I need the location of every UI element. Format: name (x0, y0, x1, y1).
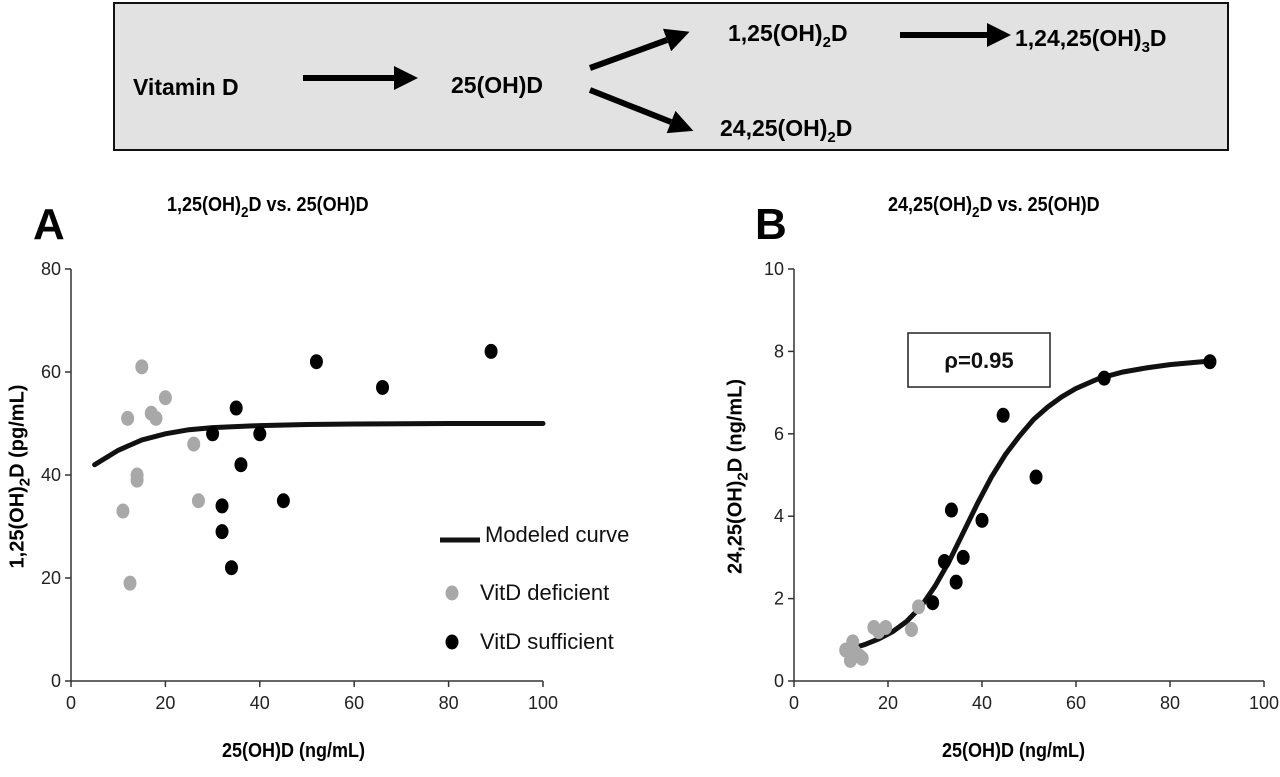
point-sufficient (215, 524, 229, 540)
x-tick-label: 80 (1160, 693, 1180, 713)
panel-b-letter: B (755, 200, 787, 249)
x-tick-label: 80 (439, 693, 459, 713)
point-sufficient (1097, 370, 1111, 386)
point-deficient (130, 467, 144, 483)
x-tick-label: 100 (1249, 693, 1279, 713)
point-deficient (879, 619, 893, 635)
legend-deficient-swatch (445, 585, 459, 601)
panel-a-title: 1,25(OH)2D vs. 25(OH)D (167, 194, 369, 221)
point-deficient (912, 599, 926, 615)
point-sufficient (926, 595, 940, 611)
point-sufficient (253, 426, 267, 442)
point-sufficient (956, 549, 970, 565)
y-tick-label: 8 (774, 341, 784, 361)
point-deficient (123, 575, 137, 591)
pathway-12425oh3d: 1,24,25(OH)3D (1015, 25, 1167, 56)
plot-b: 0 20 40 60 80 100 0 2 4 6 8 10 ρ=0.95 (764, 259, 1279, 713)
point-deficient (191, 493, 205, 509)
point-deficient (187, 436, 201, 452)
point-deficient (121, 410, 135, 426)
pathway-2425oh2d: 24,25(OH)2D (720, 115, 853, 146)
y-tick-label: 0 (774, 671, 784, 691)
point-deficient (855, 650, 869, 666)
x-tick-label: 60 (1066, 693, 1086, 713)
point-deficient (149, 410, 163, 426)
point-sufficient (276, 493, 290, 509)
x-tick-label: 60 (344, 693, 364, 713)
point-sufficient (996, 407, 1010, 423)
x-tick-label: 100 (528, 693, 558, 713)
y-tick-label: 10 (764, 259, 784, 279)
x-tick-label: 20 (878, 693, 898, 713)
point-sufficient (215, 498, 229, 514)
legend-sufficient-swatch (445, 634, 459, 650)
point-deficient (135, 359, 149, 375)
point-sufficient (234, 457, 248, 473)
x-tick-label: 0 (789, 693, 799, 713)
y-tick-label: 6 (774, 424, 784, 444)
x-tick-label: 40 (250, 693, 270, 713)
legend-sufficient-label: VitD sufficient (480, 629, 614, 654)
y-tick-label: 20 (41, 568, 61, 588)
x-tick-label: 0 (66, 693, 76, 713)
y-tick-label: 60 (41, 362, 61, 382)
rho-label: ρ=0.95 (944, 348, 1013, 373)
panel-a-letter: A (33, 200, 65, 249)
y-tick-label: 80 (41, 259, 61, 279)
point-sufficient (309, 354, 323, 370)
point-sufficient (484, 343, 498, 359)
point-sufficient (206, 426, 220, 442)
y-tick-label: 40 (41, 465, 61, 485)
point-sufficient (975, 512, 989, 528)
x-tick-label: 40 (972, 693, 992, 713)
y-tick-label: 0 (51, 671, 61, 691)
point-sufficient (1029, 469, 1043, 485)
legend-deficient-label: VitD deficient (480, 580, 609, 605)
panel-b-xlabel: 25(OH)D (ng/mL) (942, 740, 1086, 762)
point-sufficient (224, 560, 238, 576)
point-sufficient (229, 400, 243, 416)
modeled-curve (92, 421, 546, 468)
point-sufficient (937, 554, 951, 570)
point-sufficient (944, 502, 958, 518)
x-tick-label: 20 (155, 693, 175, 713)
point-deficient (905, 622, 918, 637)
arrow-25ohd-to-125 (588, 28, 690, 71)
y-tick-label: 2 (774, 589, 784, 609)
plot-a: 0 20 40 60 80 100 0 20 40 60 80 Modeled curve VitD d… (41, 259, 629, 713)
pathway-arrows (303, 23, 1011, 134)
y-tick-label: 4 (774, 506, 784, 526)
point-deficient (158, 390, 172, 406)
panel-a-xlabel: 25(OH)D (ng/mL) (222, 740, 366, 762)
arrow-25ohd-to-2425 (588, 87, 694, 134)
legend-curve-label: Modeled curve (485, 522, 629, 547)
pathway-125oh2d: 1,25(OH)2D (728, 20, 848, 51)
point-sufficient (1203, 354, 1217, 370)
pathway-25ohd: 25(OH)D (451, 72, 544, 98)
point-deficient (116, 503, 130, 519)
rho-box (907, 332, 1051, 388)
panel-b-title: 24,25(OH)2D vs. 25(OH)D (888, 194, 1100, 221)
point-sufficient (949, 574, 963, 590)
pathway-vitamin-d: Vitamin D (133, 74, 239, 100)
point-sufficient (376, 379, 390, 395)
modeled-curve (847, 358, 1215, 652)
